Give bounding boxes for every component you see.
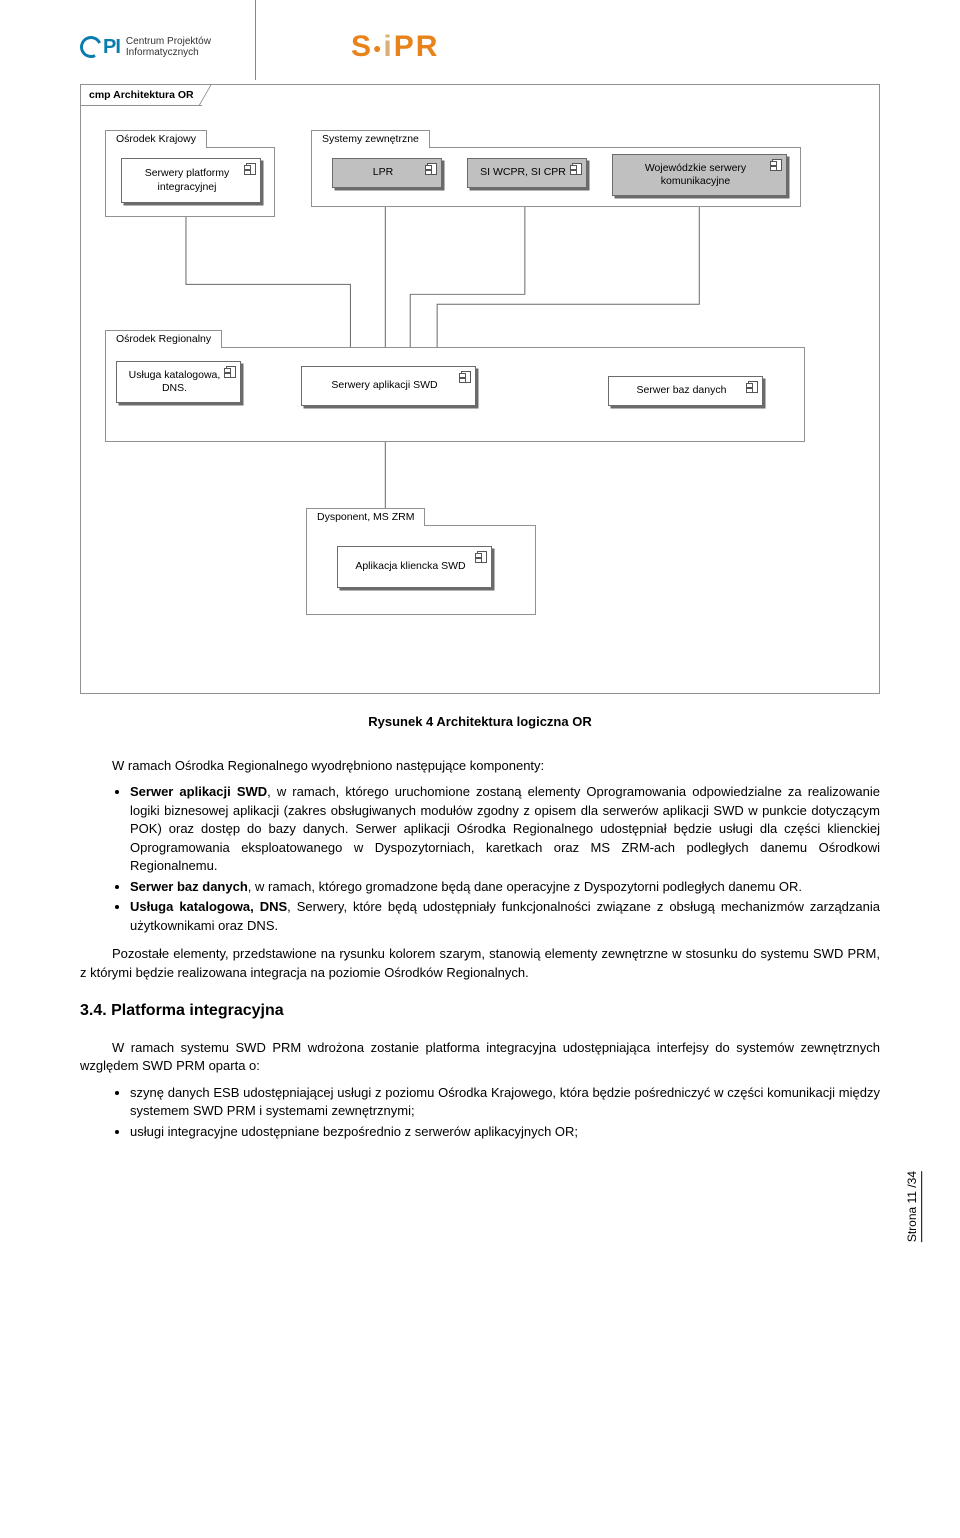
comp-serwery-aplikacji-swd: Serwery aplikacji SWD (301, 366, 476, 406)
item-text: , w ramach, którego gromadzone będą dane… (248, 879, 802, 894)
comp-label: LPR (373, 166, 393, 179)
cpi-logo: PI Centrum Projektów Informatycznych (80, 36, 211, 59)
comp-wojewodzkie: Wojewódzkie serwery komunikacyjne (612, 154, 787, 196)
pkg-systemy-zewnetrzne: Systemy zewnętrzne LPR SI WCPR, SI CPR W… (311, 147, 801, 207)
intro-paragraph: W ramach Ośrodka Regionalnego wyodrębnio… (80, 757, 880, 775)
item-label: Serwer aplikacji SWD (130, 784, 267, 799)
cpi-text-line1: Centrum Projektów (126, 36, 211, 47)
page: PI Centrum Projektów Informatycznych S●i… (0, 0, 960, 1181)
item-label: Usługa katalogowa, DNS (130, 899, 287, 914)
pkg-label-krajowy: Ośrodek Krajowy (105, 130, 207, 148)
component-icon (772, 159, 782, 171)
comp-lpr: LPR (332, 158, 442, 188)
list-item: Serwer baz danych, w ramach, którego gro… (130, 878, 880, 896)
pkg-label-dysponent: Dysponent, MS ZRM (306, 508, 425, 526)
sipr-pr: PR (394, 30, 440, 63)
comp-label: Serwery platformy integracyjnej (128, 167, 246, 193)
list-item: Usługa katalogowa, DNS, Serwery, które b… (130, 898, 880, 935)
cpi-text-line2: Informatycznych (126, 47, 211, 58)
header: PI Centrum Projektów Informatycznych S●i… (80, 0, 880, 84)
sipr-i: i (383, 30, 393, 63)
comp-label: Serwer baz danych (637, 384, 727, 397)
cpi-logo-initials: PI (103, 36, 120, 59)
component-icon (246, 163, 256, 175)
diagram-title: cmp Architektura OR (80, 84, 202, 106)
comp-label: Aplikacja kliencka SWD (355, 560, 465, 573)
sipr-dot-icon: ● (373, 40, 383, 56)
comp-usluga-katalogowa: Usługa katalogowa, DNS. (116, 361, 241, 403)
vertical-rule (255, 0, 256, 80)
component-icon (461, 371, 471, 383)
cpi-logo-text: Centrum Projektów Informatycznych (126, 36, 211, 58)
sub-list: szynę danych ESB udostępniającej usługi … (80, 1084, 880, 1141)
comp-serwery-platformy: Serwery platformy integracyjnej (121, 158, 261, 203)
component-list: Serwer aplikacji SWD , w ramach, którego … (80, 783, 880, 935)
list-item: Serwer aplikacji SWD, w ramach, którego … (130, 783, 880, 875)
list-item: szynę danych ESB udostępniającej usługi … (130, 1084, 880, 1121)
sipr-s: S (351, 30, 373, 63)
pkg-dysponent: Dysponent, MS ZRM Aplikacja kliencka SWD (306, 525, 536, 615)
component-icon (748, 381, 758, 393)
paragraph-external: Pozostałe elementy, przedstawione na rys… (80, 945, 880, 982)
section-heading: 3.4. Platforma integracyjna (80, 1000, 880, 1023)
cpi-logo-mark: PI (80, 36, 120, 59)
architecture-diagram: cmp Architektura OR (80, 84, 880, 694)
comp-label: Wojewódzkie serwery komunikacyjne (619, 162, 772, 188)
component-icon (477, 551, 487, 563)
page-number: Strona 11 /34 (905, 1171, 922, 1242)
pkg-label-zewnetrzne: Systemy zewnętrzne (311, 130, 430, 148)
sipr-logo: S●iPR (351, 30, 440, 64)
comp-wcpr: SI WCPR, SI CPR (467, 158, 587, 188)
paragraph-platform: W ramach systemu SWD PRM wdrożona zostan… (80, 1039, 880, 1076)
comp-serwer-baz-danych: Serwer baz danych (608, 376, 763, 406)
item-label: Serwer baz danych (130, 879, 248, 894)
component-icon (572, 163, 582, 175)
comp-label: SI WCPR, SI CPR (480, 166, 566, 179)
comp-label: Serwery aplikacji SWD (331, 379, 437, 392)
cpi-logo-c-icon (77, 33, 105, 61)
body-text: W ramach Ośrodka Regionalnego wyodrębnio… (80, 757, 880, 1141)
component-icon (427, 163, 437, 175)
comp-aplikacja-kliencka: Aplikacja kliencka SWD (337, 546, 492, 588)
component-icon (226, 366, 236, 378)
pkg-osrodek-regionalny: Ośrodek Regionalny Usługa katalogowa, DN… (105, 347, 805, 442)
figure-caption: Rysunek 4 Architektura logiczna OR (80, 714, 880, 729)
pkg-label-regionalny: Ośrodek Regionalny (105, 330, 222, 348)
pkg-osrodek-krajowy: Ośrodek Krajowy Serwery platformy integr… (105, 147, 275, 217)
list-item: usługi integracyjne udostępniane bezpośr… (130, 1123, 880, 1141)
comp-label: Usługa katalogowa, DNS. (123, 369, 226, 395)
